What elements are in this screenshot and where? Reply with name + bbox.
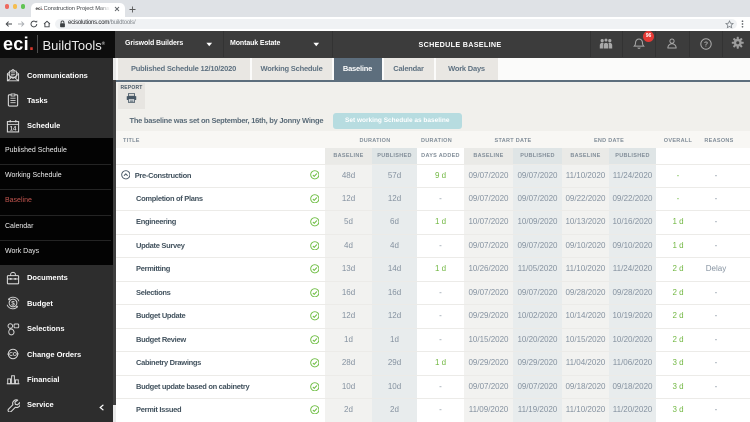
svg-text:14: 14 bbox=[9, 126, 16, 132]
svg-text:CO: CO bbox=[9, 352, 17, 358]
svg-text:$: $ bbox=[11, 301, 15, 308]
svg-text:?: ? bbox=[703, 41, 707, 48]
